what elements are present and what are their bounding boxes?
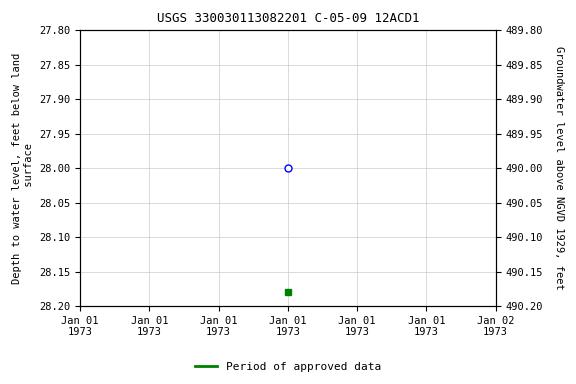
- Y-axis label: Depth to water level, feet below land
 surface: Depth to water level, feet below land su…: [12, 53, 33, 284]
- Legend: Period of approved data: Period of approved data: [191, 358, 385, 377]
- Y-axis label: Groundwater level above NGVD 1929, feet: Groundwater level above NGVD 1929, feet: [554, 46, 564, 290]
- Title: USGS 330030113082201 C-05-09 12ACD1: USGS 330030113082201 C-05-09 12ACD1: [157, 12, 419, 25]
